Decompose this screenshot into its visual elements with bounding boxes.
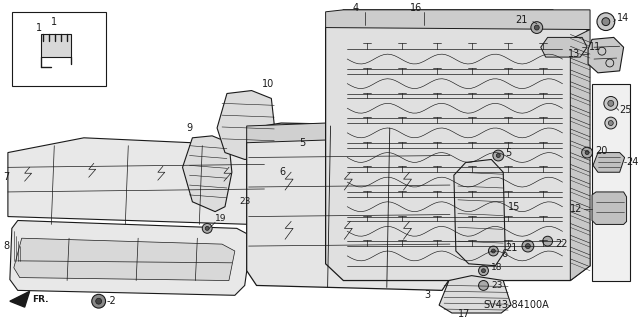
- Ellipse shape: [96, 298, 102, 304]
- Ellipse shape: [488, 246, 499, 256]
- Text: 19: 19: [215, 214, 227, 223]
- Polygon shape: [439, 276, 511, 313]
- Ellipse shape: [250, 187, 259, 197]
- Polygon shape: [326, 10, 590, 30]
- Polygon shape: [593, 152, 625, 172]
- Text: 1: 1: [36, 23, 42, 33]
- Polygon shape: [541, 37, 587, 57]
- Polygon shape: [592, 192, 627, 225]
- Text: 8: 8: [3, 241, 9, 251]
- Text: 16: 16: [410, 3, 422, 13]
- Text: 4: 4: [352, 3, 358, 13]
- Ellipse shape: [481, 269, 486, 273]
- Ellipse shape: [205, 226, 209, 230]
- Ellipse shape: [534, 25, 540, 30]
- Ellipse shape: [266, 167, 276, 177]
- Ellipse shape: [522, 240, 534, 252]
- Text: 11: 11: [589, 42, 602, 52]
- Text: 21: 21: [506, 243, 518, 253]
- Ellipse shape: [253, 190, 257, 194]
- Text: 13: 13: [568, 49, 580, 59]
- Ellipse shape: [289, 143, 294, 148]
- Text: 12: 12: [570, 204, 582, 214]
- Polygon shape: [10, 291, 29, 307]
- Text: 20: 20: [595, 145, 607, 156]
- Ellipse shape: [585, 151, 589, 154]
- Ellipse shape: [608, 121, 613, 125]
- Bar: [592, 84, 630, 280]
- Text: 6: 6: [501, 249, 508, 259]
- Text: 9: 9: [186, 123, 193, 133]
- Ellipse shape: [525, 244, 531, 249]
- Ellipse shape: [285, 140, 297, 152]
- Ellipse shape: [492, 249, 495, 253]
- Text: 17: 17: [458, 309, 470, 319]
- Polygon shape: [588, 37, 623, 73]
- Ellipse shape: [493, 150, 504, 161]
- Polygon shape: [454, 160, 505, 266]
- Bar: [12, 12, 106, 85]
- Text: 6: 6: [279, 167, 285, 177]
- Polygon shape: [246, 118, 456, 143]
- Text: 22: 22: [556, 239, 568, 249]
- Text: 1: 1: [51, 17, 58, 27]
- Text: 25: 25: [620, 105, 632, 115]
- Ellipse shape: [92, 294, 106, 308]
- Polygon shape: [42, 34, 71, 57]
- Ellipse shape: [605, 117, 617, 129]
- Text: 23: 23: [492, 281, 503, 290]
- Polygon shape: [570, 30, 590, 280]
- Polygon shape: [10, 220, 252, 295]
- Ellipse shape: [597, 13, 615, 31]
- Text: 24: 24: [627, 157, 639, 167]
- Text: 3: 3: [424, 290, 431, 300]
- Text: 15: 15: [508, 202, 520, 212]
- Polygon shape: [182, 136, 232, 211]
- Polygon shape: [217, 91, 276, 160]
- Polygon shape: [8, 138, 266, 225]
- Ellipse shape: [531, 22, 543, 33]
- Text: 21: 21: [515, 15, 528, 25]
- Ellipse shape: [202, 223, 212, 233]
- Polygon shape: [14, 238, 235, 280]
- Text: 5: 5: [299, 138, 305, 148]
- Text: SV43-84100A: SV43-84100A: [483, 300, 549, 310]
- Ellipse shape: [479, 266, 488, 276]
- Ellipse shape: [496, 153, 500, 158]
- Text: 23: 23: [239, 197, 250, 206]
- Ellipse shape: [543, 236, 552, 246]
- Ellipse shape: [479, 280, 488, 290]
- Text: -2: -2: [107, 296, 116, 306]
- Ellipse shape: [602, 18, 610, 26]
- Ellipse shape: [269, 170, 273, 174]
- Polygon shape: [326, 10, 590, 280]
- Ellipse shape: [608, 100, 614, 106]
- Text: 10: 10: [262, 79, 274, 89]
- Ellipse shape: [582, 147, 593, 158]
- Ellipse shape: [604, 96, 618, 110]
- Text: FR.: FR.: [33, 295, 49, 304]
- Text: 18: 18: [492, 263, 503, 272]
- Text: 14: 14: [617, 13, 629, 23]
- Text: 7: 7: [3, 172, 9, 182]
- Polygon shape: [246, 123, 452, 290]
- Text: 5: 5: [505, 148, 511, 158]
